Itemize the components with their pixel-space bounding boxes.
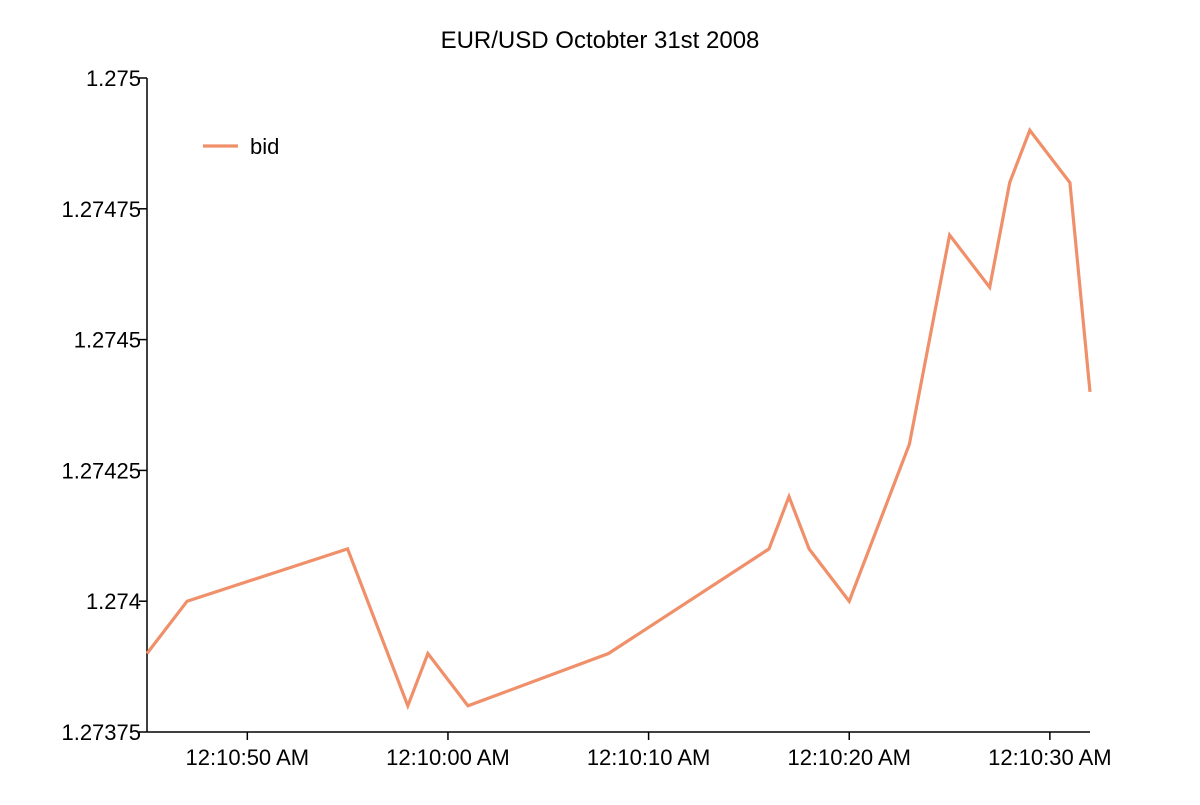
data-point (989, 287, 990, 288)
data-point (1069, 182, 1070, 183)
chart-title: EUR/USD Octobter 31st 2008 (441, 27, 760, 54)
legend-label: bid (250, 134, 279, 159)
y-axis: 1.27375 1.274 1.27425 1.2745 1.27475 1.275 (61, 66, 148, 745)
data-point (608, 653, 609, 654)
x-tick-label: 12:10:50 AM (186, 745, 310, 770)
data-point (949, 234, 950, 235)
series-line-bid (145, 127, 1092, 711)
data-point (849, 601, 850, 602)
data-point (468, 705, 469, 706)
series-layer (145, 127, 1092, 711)
y-tick-label: 1.274 (86, 589, 141, 614)
y-tick-label: 1.27475 (61, 197, 141, 222)
data-point (1009, 182, 1010, 183)
data-point (1090, 391, 1091, 392)
x-tick-label: 12:10:10 AM (587, 745, 711, 770)
x-tick-label: 12:10:30 AM (988, 745, 1112, 770)
y-tick-label: 1.27375 (61, 720, 141, 745)
x-tick-label: 12:10:00 AM (386, 745, 510, 770)
y-tick-label: 1.275 (86, 66, 141, 91)
data-point (809, 548, 810, 549)
data-point (427, 653, 428, 654)
data-point (1029, 130, 1030, 131)
data-point (147, 653, 148, 654)
data-point (909, 444, 910, 445)
data-point (347, 548, 348, 549)
data-point (789, 496, 790, 497)
data-point (768, 548, 769, 549)
x-axis: 12:10:50 AM 12:10:00 AM 12:10:10 AM 12:10:2… (147, 731, 1112, 770)
y-tick-label: 1.27425 (61, 458, 141, 483)
data-point (407, 705, 408, 706)
x-tick-label: 12:10:20 AM (787, 745, 911, 770)
y-tick-label: 1.2745 (74, 328, 141, 353)
data-point (187, 601, 188, 602)
legend: bid (203, 134, 279, 159)
